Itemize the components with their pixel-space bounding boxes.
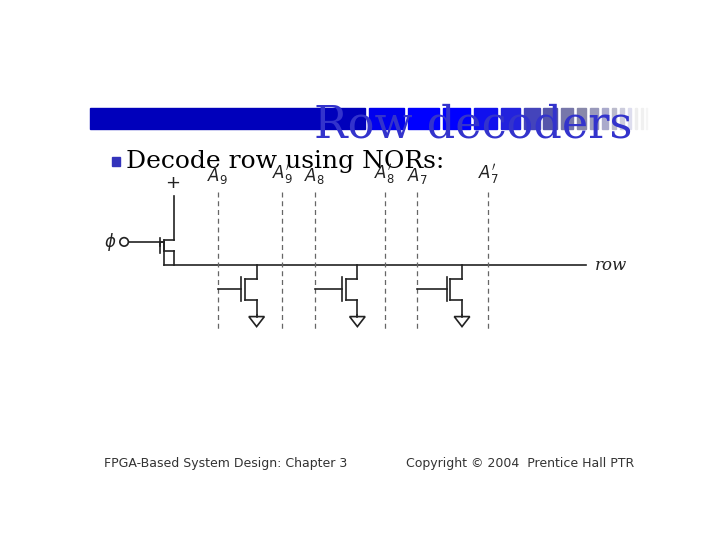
- Bar: [611, 107, 616, 129]
- Text: Copyright © 2004  Prentice Hall PTR: Copyright © 2004 Prentice Hall PTR: [406, 457, 634, 470]
- Bar: [628, 107, 631, 129]
- Bar: [590, 107, 598, 129]
- Text: Row decoders: Row decoders: [314, 103, 632, 146]
- Bar: [620, 107, 624, 129]
- Text: $\phi$: $\phi$: [104, 231, 117, 253]
- Bar: [500, 107, 520, 129]
- Text: FPGA-Based System Design: Chapter 3: FPGA-Based System Design: Chapter 3: [104, 457, 347, 470]
- Text: +: +: [165, 174, 180, 192]
- Bar: [443, 107, 469, 129]
- Text: $A_9'$: $A_9'$: [271, 163, 292, 186]
- Text: $A_7$: $A_7$: [407, 166, 428, 186]
- Text: $A_7'$: $A_7'$: [478, 163, 499, 186]
- Text: $A_8'$: $A_8'$: [374, 163, 395, 186]
- Bar: [524, 107, 539, 129]
- Bar: [561, 107, 573, 129]
- Text: $A_8$: $A_8$: [305, 166, 325, 186]
- Bar: [635, 107, 637, 129]
- Text: row: row: [595, 256, 628, 273]
- Text: $A_9$: $A_9$: [207, 166, 228, 186]
- Bar: [369, 107, 404, 129]
- Bar: [577, 107, 586, 129]
- Circle shape: [120, 238, 128, 246]
- Bar: [90, 107, 365, 129]
- Bar: [646, 107, 647, 129]
- Text: Decode row using NORs:: Decode row using NORs:: [126, 150, 444, 173]
- Bar: [544, 107, 557, 129]
- Bar: [474, 107, 497, 129]
- Bar: [408, 107, 438, 129]
- Bar: [112, 157, 120, 166]
- Bar: [601, 107, 608, 129]
- Bar: [641, 107, 642, 129]
